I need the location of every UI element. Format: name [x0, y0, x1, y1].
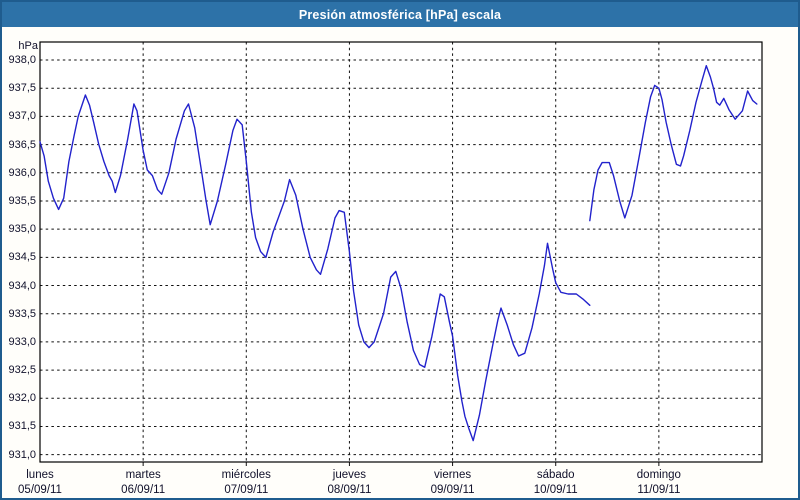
window-title: Presión atmosférica [hPa] escala: [298, 7, 502, 22]
x-day-label: viernes: [434, 469, 472, 481]
y-tick-label: 933,0: [8, 335, 36, 348]
y-tick-label: 935,5: [8, 194, 36, 207]
y-tick-label: 937,5: [8, 82, 36, 95]
x-day-label: miércoles: [221, 469, 271, 481]
plot-border: [39, 41, 763, 463]
chart-area: hPa 938,0 937,5 937,0 936,5 936,0 935,5 935,0 9…: [2, 27, 798, 498]
x-date-label: 09/09/11: [430, 484, 475, 496]
x-date-label: 06/09/11: [121, 484, 166, 496]
x-date-label: 11/09/11: [637, 484, 681, 496]
y-tick-label: 933,5: [8, 307, 36, 320]
x-date-label: 08/09/11: [327, 484, 372, 496]
pressure-line-segment: [39, 94, 591, 442]
y-tick-label: 931,0: [8, 448, 36, 461]
y-tick-label: 931,5: [8, 420, 36, 433]
y-tick-label: 936,0: [8, 166, 36, 179]
x-day-label: domingo: [636, 469, 681, 481]
y-tick-label: 938,0: [8, 54, 36, 67]
x-day-label: martes: [125, 469, 161, 481]
title-bar: Presión atmosférica [hPa] escala: [2, 2, 798, 27]
y-tick-label: 932,0: [8, 392, 36, 405]
x-day-label: jueves: [332, 469, 367, 481]
y-tick-label: 934,0: [8, 279, 36, 292]
y-tick-label: 936,5: [8, 138, 36, 151]
plot-background: [40, 42, 762, 462]
y-tick-label: 937,0: [8, 110, 36, 123]
x-date-label: 07/09/11: [224, 484, 269, 496]
x-date-label: 05/09/11: [18, 484, 62, 496]
x-day-label: sábado: [536, 469, 575, 481]
x-day-label: lunes: [26, 469, 54, 481]
y-axis-unit-label: hPa: [18, 40, 38, 52]
pressure-line-chart: [39, 41, 763, 466]
y-tick-label: 932,5: [8, 364, 36, 377]
pressure-line-segment: [589, 65, 758, 222]
y-tick-label: 934,5: [8, 251, 36, 264]
x-date-label: 10/09/11: [533, 484, 578, 496]
y-tick-label: 935,0: [8, 223, 36, 236]
